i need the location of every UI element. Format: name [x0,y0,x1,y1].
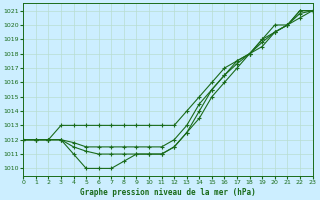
X-axis label: Graphe pression niveau de la mer (hPa): Graphe pression niveau de la mer (hPa) [80,188,256,197]
